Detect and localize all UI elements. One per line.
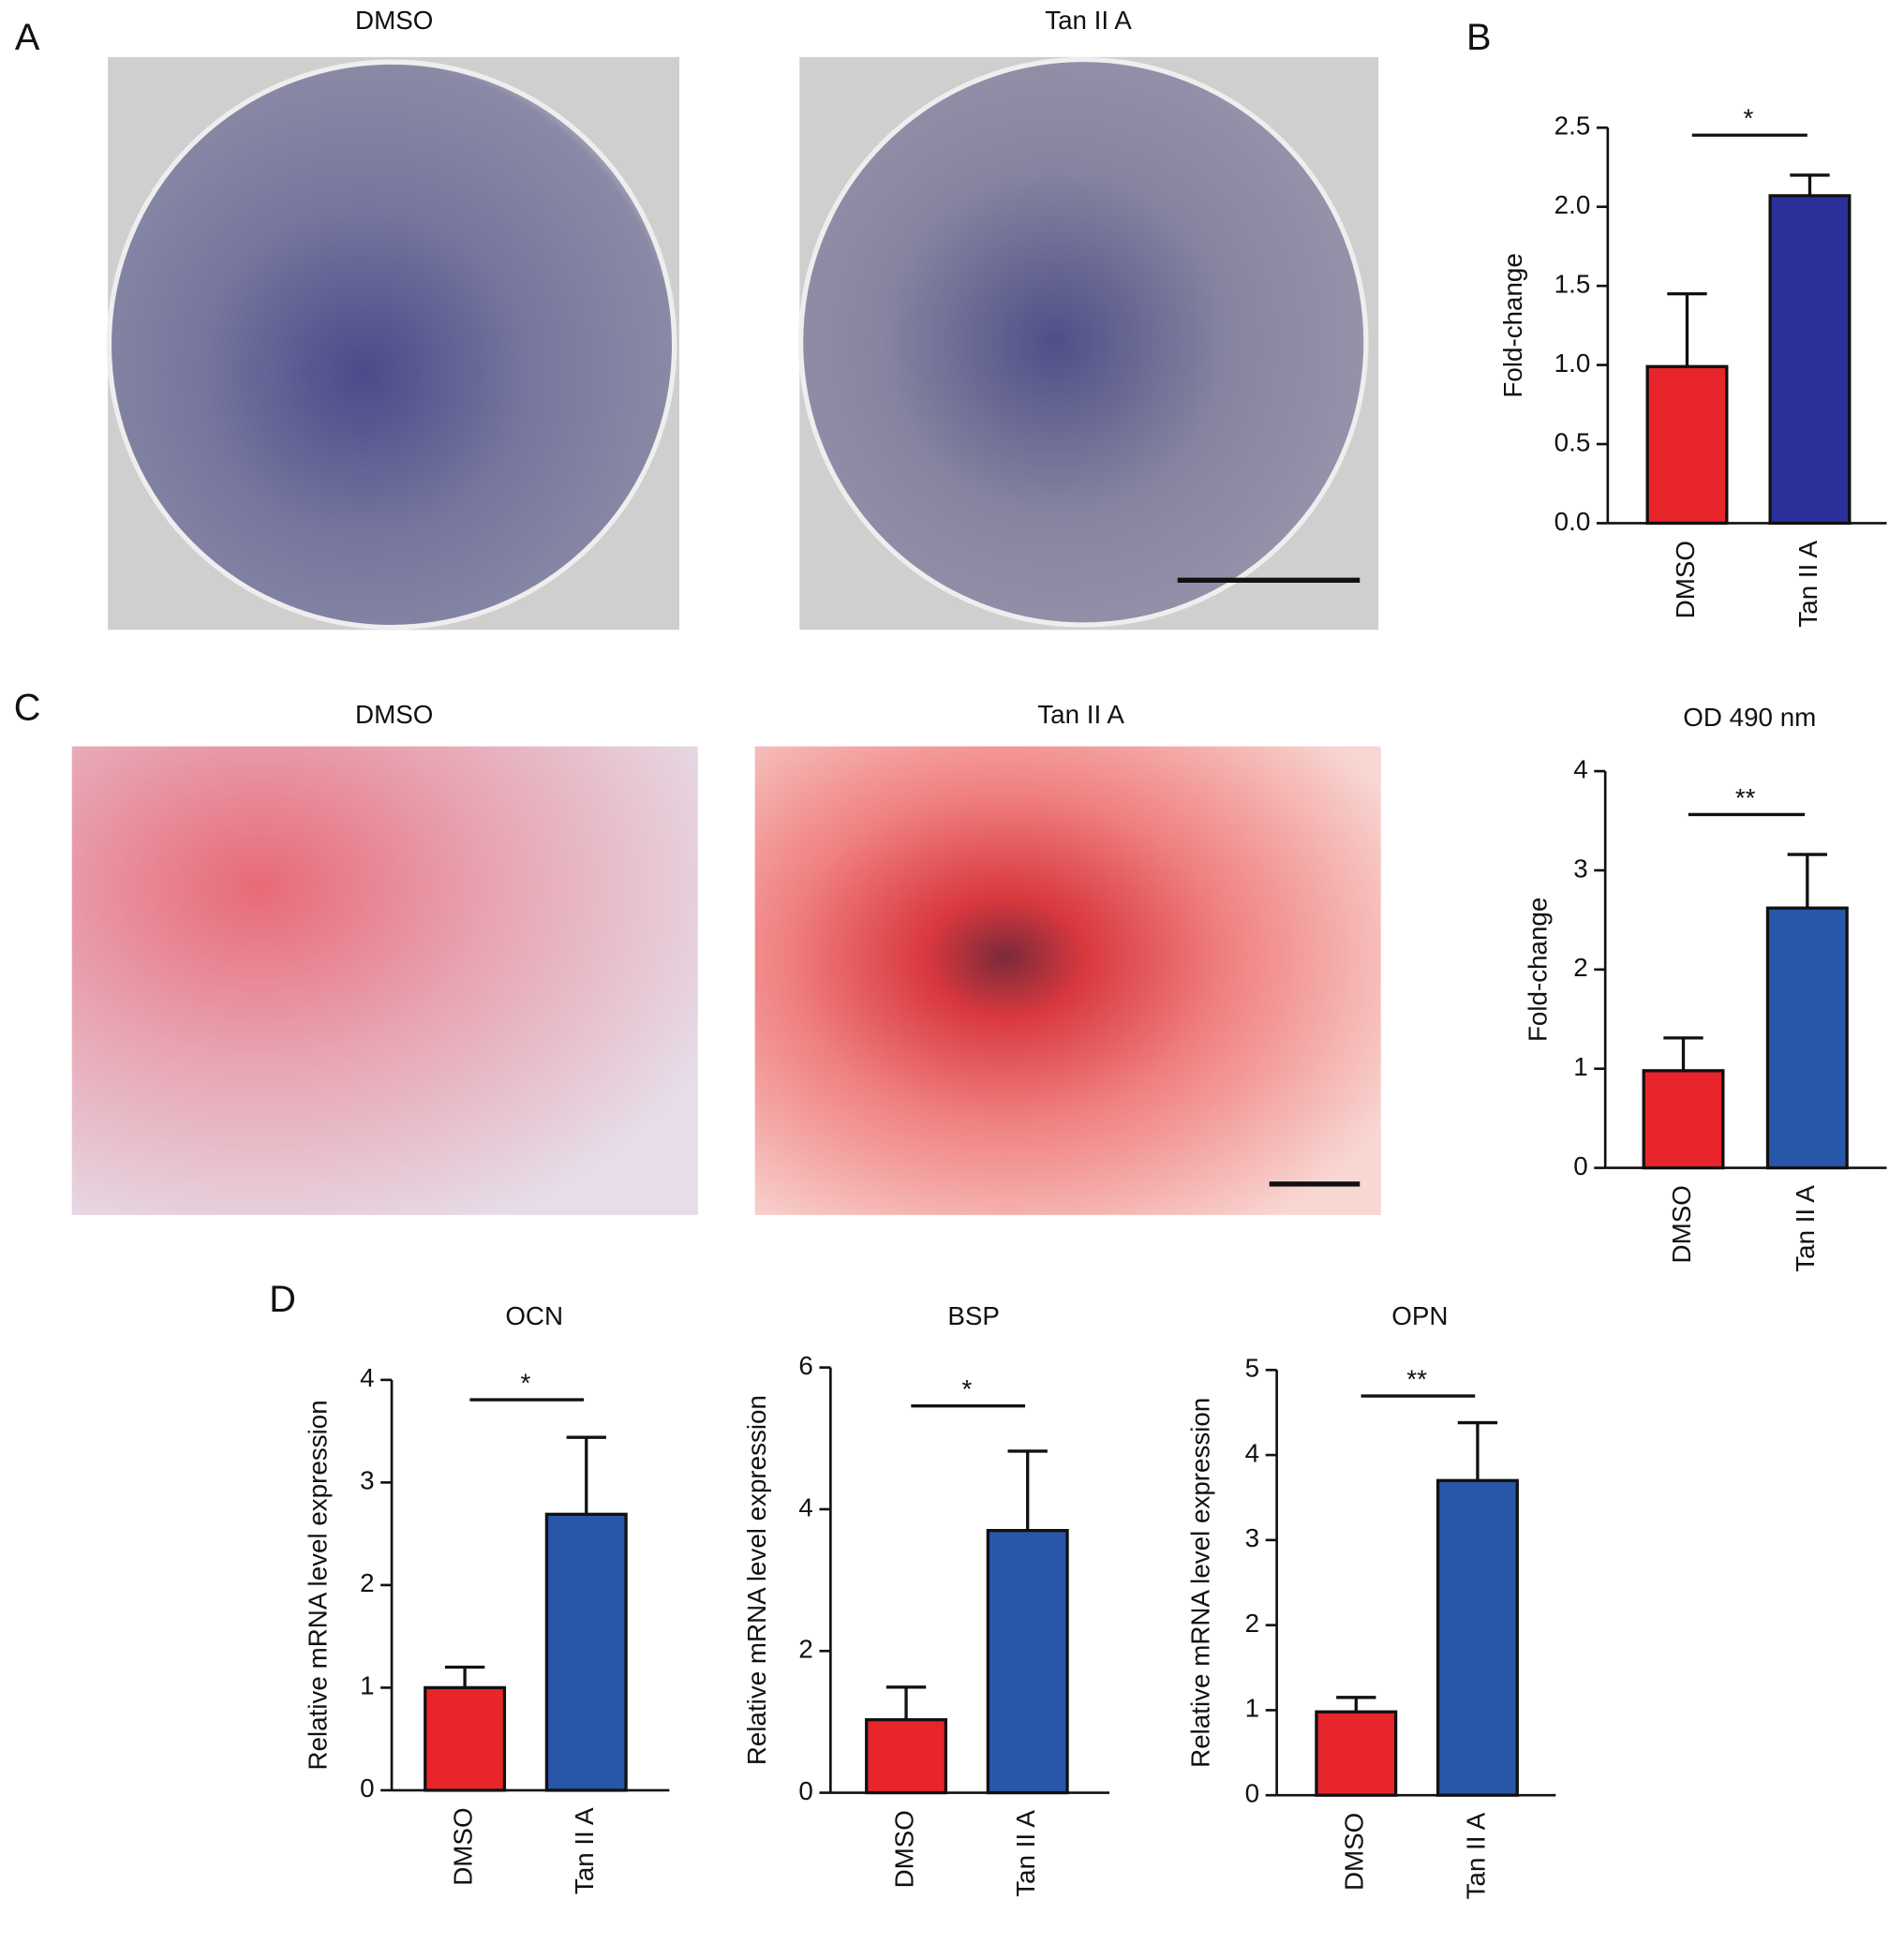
bar-chart: 0 1 2 3 4 Relative mRNA level expression OCN DM… <box>304 1301 670 1894</box>
x-tick-label: Tan II A <box>570 1807 599 1894</box>
y-tick-label: 4 <box>360 1363 374 1392</box>
y-tick-label: 2.5 <box>1554 111 1591 141</box>
bar <box>1642 1069 1725 1170</box>
y-tick-label: 2 <box>798 1635 812 1664</box>
y-tick-label: 0 <box>798 1776 812 1805</box>
y-tick-label: 3 <box>360 1466 374 1495</box>
panel-label: C <box>14 688 41 729</box>
culture-dish <box>797 56 1369 628</box>
y-tick-label: 2 <box>360 1568 374 1597</box>
y-tick-label: 1 <box>1245 1694 1259 1723</box>
image-title: Tan II A <box>1037 700 1124 729</box>
x-tick-label: Tan II A <box>1461 1812 1490 1899</box>
chart-title: OD 490 nm <box>1683 703 1816 732</box>
x-tick-label: DMSO <box>1340 1813 1369 1891</box>
y-tick-label: 0 <box>1245 1779 1259 1808</box>
y-tick-label: 1 <box>360 1671 374 1700</box>
chart-title: OCN <box>505 1301 563 1330</box>
bar <box>1768 194 1852 526</box>
y-tick-label: 4 <box>1573 754 1587 783</box>
panel-label: A <box>15 17 40 58</box>
bar <box>865 1717 948 1795</box>
significance-label: * <box>1744 104 1754 133</box>
y-axis-label: Fold-change <box>1498 253 1527 397</box>
bar <box>986 1528 1069 1795</box>
y-tick-label: 1 <box>1573 1052 1587 1081</box>
y-tick-label: 4 <box>798 1492 812 1521</box>
bar <box>424 1685 507 1792</box>
y-tick-label: 0.0 <box>1554 507 1591 536</box>
bar <box>1645 364 1729 526</box>
y-tick-label: 4 <box>1245 1438 1259 1467</box>
bar-chart: 0 2 4 6 Relative mRNA level expression BSP DMS… <box>742 1301 1110 1897</box>
chart-title: OPN <box>1391 1301 1448 1330</box>
panel-label: B <box>1466 17 1491 58</box>
y-axis-label: Relative mRNA level expression <box>742 1395 771 1765</box>
y-tick-label: 5 <box>1245 1354 1259 1383</box>
x-tick-label: Tan II A <box>1791 1185 1820 1272</box>
stain-image <box>71 746 698 1215</box>
y-tick-label: 1.0 <box>1554 349 1591 378</box>
bar <box>1315 1710 1398 1797</box>
x-tick-label: DMSO <box>1667 1185 1696 1263</box>
x-tick-label: Tan II A <box>1793 540 1822 627</box>
panel-a-images <box>106 56 1379 631</box>
y-tick-label: 0 <box>1573 1151 1587 1180</box>
bar-chart: 0 1 2 3 4 Fold-change OD 490 nm DMSO Tan II A ** <box>1523 703 1887 1272</box>
y-tick-label: 0 <box>360 1773 374 1803</box>
significance-label: * <box>961 1374 972 1403</box>
significance-label: ** <box>1735 783 1756 812</box>
stain-image <box>754 746 1381 1215</box>
y-tick-label: 2 <box>1245 1609 1259 1638</box>
culture-dish <box>106 59 677 631</box>
x-tick-label: DMSO <box>448 1807 477 1885</box>
y-tick-label: 2 <box>1573 953 1587 982</box>
y-tick-label: 0.5 <box>1554 427 1591 456</box>
significance-label: * <box>521 1369 531 1398</box>
y-axis-label: Fold-change <box>1523 898 1552 1042</box>
significance-label: ** <box>1406 1365 1427 1394</box>
bar <box>544 1512 628 1792</box>
y-tick-label: 1.5 <box>1554 270 1591 299</box>
chart-title: BSP <box>947 1301 1000 1330</box>
panel-c-images <box>71 746 1381 1215</box>
y-tick-label: 3 <box>1245 1523 1259 1552</box>
image-title: Tan II A <box>1045 6 1132 35</box>
bar-chart: 0.0 0.5 1.0 1.5 2.0 2.5 Fold-change DMSO Tan II … <box>1498 104 1887 628</box>
x-tick-label: DMSO <box>889 1810 918 1888</box>
y-tick-label: 6 <box>798 1351 812 1380</box>
y-tick-label: 3 <box>1573 853 1587 883</box>
image-title: DMSO <box>355 6 433 35</box>
bar-chart: 0 1 2 3 4 5 Relative mRNA level expression OPN D… <box>1186 1301 1556 1899</box>
bar <box>1435 1478 1519 1797</box>
x-tick-label: Tan II A <box>1011 1810 1040 1897</box>
bar <box>1765 906 1849 1170</box>
y-tick-label: 2.0 <box>1554 190 1591 219</box>
panel-label: D <box>269 1279 296 1320</box>
y-axis-label: Relative mRNA level expression <box>1186 1398 1215 1768</box>
image-title: DMSO <box>355 700 433 729</box>
y-axis-label: Relative mRNA level expression <box>304 1400 333 1770</box>
x-tick-label: DMSO <box>1671 541 1700 618</box>
